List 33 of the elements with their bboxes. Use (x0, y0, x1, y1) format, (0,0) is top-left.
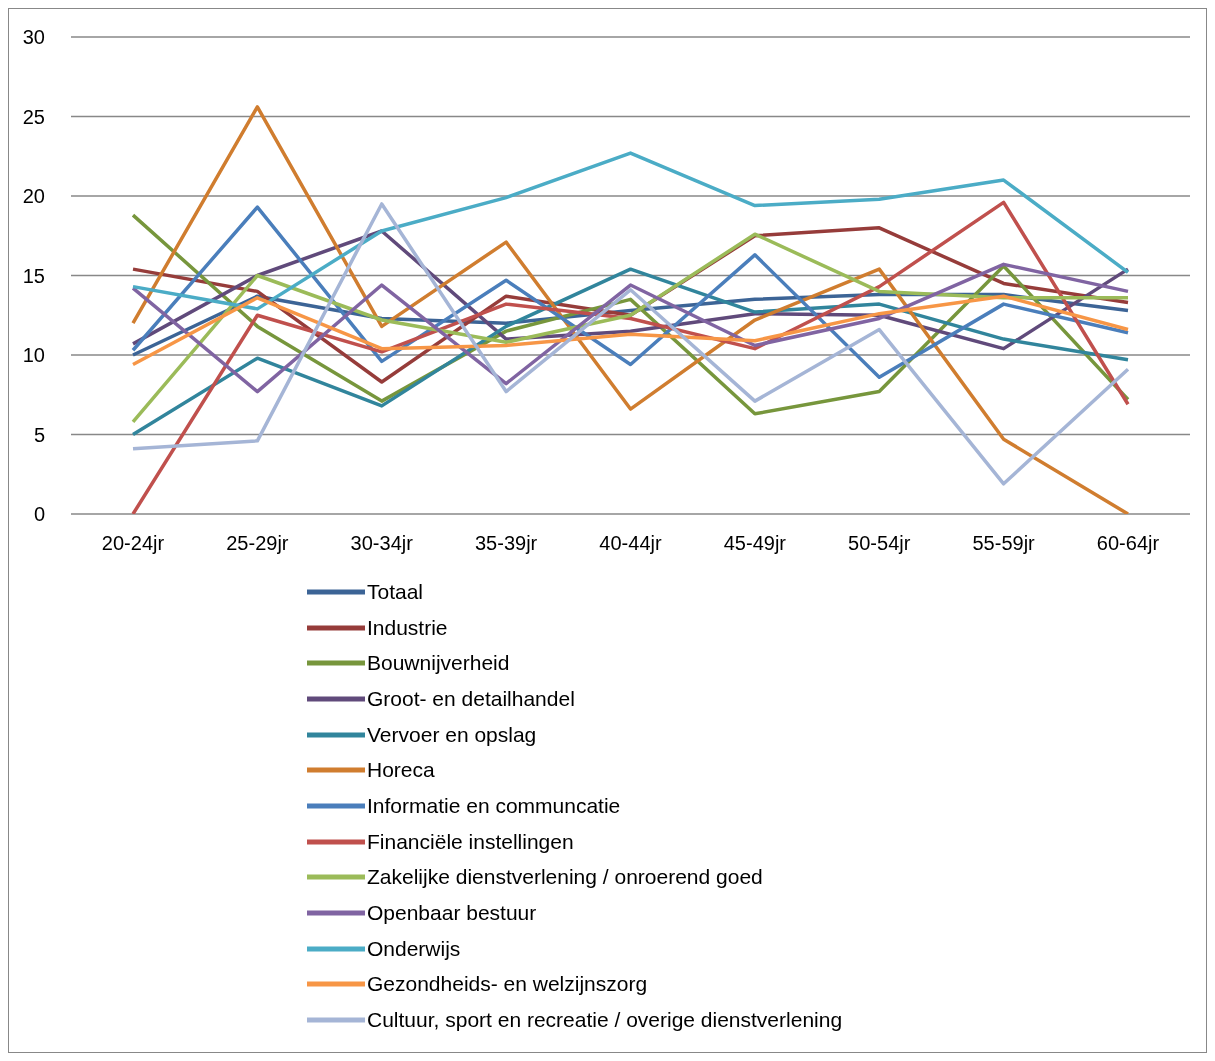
legend-label: Groot- en detailhandel (367, 686, 575, 711)
legend-label: Horeca (367, 758, 435, 783)
legend-label: Industrie (367, 615, 448, 640)
legend-label: Informatie en communcatie (367, 793, 621, 818)
x-tick-label: 45-49jr (723, 532, 787, 555)
x-tick-label: 30-34jr (350, 532, 414, 555)
legend-label: Totaal (367, 579, 424, 604)
y-tick-label: 20 (22, 185, 45, 208)
x-tick-label: 35-39jr (474, 532, 538, 555)
x-tick-label: 50-54jr (848, 532, 911, 555)
line-series (131, 294, 1130, 367)
legend-label: Onderwijs (367, 936, 461, 961)
x-tick-label: 60-64jr (1096, 532, 1160, 555)
x-tick-label: 40-44jr (599, 532, 662, 555)
legend-label: Cultuur, sport en recreatie / overige dienstverlening (367, 1008, 843, 1033)
line-series (131, 151, 1130, 311)
line-series (131, 262, 1130, 394)
y-tick-label: 25 (22, 105, 45, 128)
x-tick-label: 20-24jr (101, 532, 165, 555)
y-tick-label: 5 (33, 423, 45, 446)
legend-label: Zakelijke dienstverlening / onroerend goed (367, 865, 763, 890)
y-tick-label: 0 (33, 503, 45, 526)
legend-label: Financiële instellingen (367, 829, 574, 854)
y-tick-label: 30 (22, 26, 45, 49)
x-tick-label: 25-29jr (226, 532, 289, 555)
x-tick-label: 55-59jr (972, 532, 1036, 555)
legend-label: Vervoer en opslag (367, 722, 537, 747)
line-series (131, 105, 1130, 514)
y-tick-label: 15 (22, 264, 45, 287)
legend-label: Openbaar bestuur (367, 901, 537, 926)
legend-label: Bouwnijverheid (367, 651, 510, 676)
legend-label: Gezondheids- en welzijnszorg (367, 972, 648, 997)
y-tick-label: 10 (22, 344, 45, 367)
